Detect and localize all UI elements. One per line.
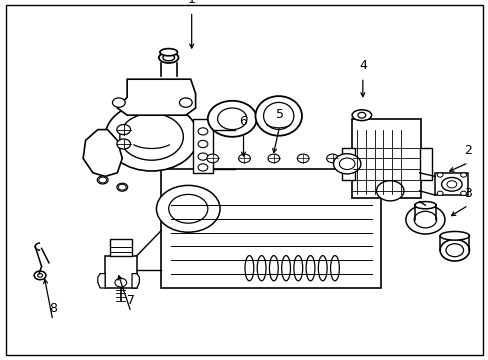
- Circle shape: [117, 125, 130, 135]
- Polygon shape: [98, 274, 105, 288]
- Circle shape: [326, 154, 338, 163]
- Circle shape: [206, 154, 218, 163]
- Ellipse shape: [97, 176, 108, 184]
- Circle shape: [179, 98, 192, 107]
- Ellipse shape: [351, 110, 371, 121]
- Circle shape: [339, 158, 354, 170]
- Circle shape: [446, 181, 456, 188]
- Polygon shape: [434, 173, 468, 195]
- Circle shape: [460, 173, 466, 177]
- Ellipse shape: [414, 202, 435, 209]
- Ellipse shape: [117, 183, 127, 191]
- Circle shape: [333, 154, 360, 174]
- Circle shape: [267, 154, 279, 163]
- Ellipse shape: [293, 256, 302, 281]
- Ellipse shape: [441, 177, 461, 191]
- Circle shape: [99, 177, 106, 183]
- Circle shape: [445, 244, 463, 257]
- Bar: [193, 119, 212, 173]
- Text: 6: 6: [239, 115, 247, 128]
- Bar: [161, 169, 381, 288]
- Bar: [351, 119, 420, 198]
- Circle shape: [297, 154, 308, 163]
- Ellipse shape: [263, 102, 293, 129]
- Text: 1: 1: [187, 0, 195, 6]
- Ellipse shape: [257, 256, 265, 281]
- Circle shape: [115, 278, 126, 287]
- Ellipse shape: [281, 256, 290, 281]
- Ellipse shape: [305, 256, 314, 281]
- Ellipse shape: [318, 256, 326, 281]
- Circle shape: [207, 101, 256, 137]
- Ellipse shape: [159, 52, 178, 63]
- Circle shape: [357, 112, 365, 118]
- Ellipse shape: [269, 256, 278, 281]
- Ellipse shape: [330, 256, 339, 281]
- Circle shape: [436, 191, 442, 195]
- Circle shape: [198, 153, 207, 160]
- Bar: [342, 148, 354, 180]
- Circle shape: [439, 239, 468, 261]
- Circle shape: [198, 164, 207, 171]
- Ellipse shape: [439, 231, 468, 240]
- Circle shape: [120, 113, 183, 160]
- Polygon shape: [117, 79, 195, 115]
- Ellipse shape: [255, 96, 302, 136]
- Circle shape: [112, 98, 125, 107]
- Circle shape: [117, 139, 130, 149]
- Circle shape: [168, 194, 207, 223]
- Text: 7: 7: [127, 294, 135, 307]
- Circle shape: [376, 181, 403, 201]
- Text: 3: 3: [464, 187, 471, 200]
- Text: 4: 4: [358, 59, 366, 72]
- Circle shape: [118, 184, 126, 190]
- Circle shape: [198, 128, 207, 135]
- Circle shape: [217, 108, 246, 130]
- Circle shape: [156, 185, 220, 232]
- Circle shape: [38, 274, 42, 277]
- Circle shape: [105, 103, 198, 171]
- Polygon shape: [83, 130, 122, 176]
- Text: 5: 5: [275, 108, 283, 121]
- Circle shape: [34, 271, 46, 280]
- Polygon shape: [132, 274, 139, 288]
- Circle shape: [460, 191, 466, 195]
- Text: 2: 2: [464, 144, 471, 157]
- Circle shape: [405, 205, 444, 234]
- Circle shape: [238, 154, 250, 163]
- Bar: [105, 256, 137, 288]
- Ellipse shape: [163, 54, 174, 61]
- Bar: [110, 239, 132, 256]
- Circle shape: [198, 140, 207, 148]
- Circle shape: [413, 211, 436, 228]
- Ellipse shape: [160, 49, 177, 56]
- Circle shape: [436, 173, 442, 177]
- Ellipse shape: [244, 256, 253, 281]
- Text: 8: 8: [49, 302, 57, 315]
- Bar: [419, 148, 431, 180]
